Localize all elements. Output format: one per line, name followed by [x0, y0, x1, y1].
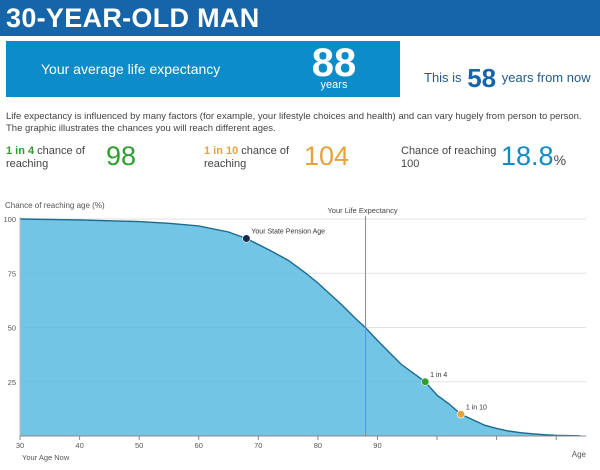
years-from-now: This is 58 years from now [424, 58, 591, 93]
stat-label-rest: chance of [34, 145, 85, 157]
x-tick-label: 50 [135, 441, 143, 450]
x-axis [19, 217, 586, 437]
chart-points: Your State Pension Age 1 in 4 1 in 10 [242, 229, 487, 419]
stat-value: 18.8% [501, 141, 566, 172]
stat-percent-value: 18.8 [501, 141, 554, 171]
stat-value: 98 [106, 141, 137, 171]
x-axis-title: Age [572, 450, 587, 459]
stat-label-line2: 100 [401, 158, 420, 170]
years-from-now-suffix: years from now [501, 70, 591, 85]
data-point-label: 1 in 4 [430, 372, 447, 379]
x-tick-label: 90 [373, 441, 381, 450]
life-expectancy-marker: Your Life Expectancy [327, 206, 398, 436]
y-tick-label: 100 [3, 215, 16, 224]
life-expectancy-label: Your average life expectancy [41, 61, 221, 77]
y-tick-label: 25 [8, 378, 16, 387]
stat-odds: 1 in 10 [204, 145, 239, 157]
axis-ticks: 25 50 75 100 30 40 50 60 70 80 90 [3, 215, 557, 450]
stat-value: 104 [304, 141, 350, 171]
x-tick-label: 70 [254, 441, 262, 450]
survival-area [20, 219, 580, 436]
data-point [456, 410, 465, 419]
stat-percent-unit: % [553, 152, 567, 168]
stat-label-line1: Chance of reaching [401, 145, 497, 157]
stat-label-line2: reaching [6, 158, 49, 170]
years-from-now-prefix: This is [424, 70, 462, 85]
data-point [421, 377, 430, 386]
survival-chart: Chance of reaching age (%) Your Life Exp… [3, 201, 587, 462]
x-tick-label: 80 [314, 441, 322, 450]
x-start-label: Your Age Now [22, 453, 70, 462]
stat-label: 1 in 4 chance of reaching [6, 145, 85, 171]
description-text: Life expectancy is influenced by many fa… [6, 111, 582, 134]
stat-label-rest: chance of [238, 145, 290, 157]
life-expectancy-label: Your Life Expectancy [327, 206, 397, 215]
page-title: 30-YEAR-OLD MAN [6, 3, 260, 33]
x-tick-label: 30 [16, 441, 24, 450]
life-expectancy-unit: years [320, 79, 348, 91]
years-from-now-value: 58 [467, 63, 497, 93]
life-expectancy-value: 88 [311, 41, 357, 85]
title-bar: 30-YEAR-OLD MAN [0, 0, 600, 36]
y-axis-title: Chance of reaching age (%) [5, 201, 105, 210]
data-point-label: Your State Pension Age [251, 229, 325, 236]
stat-label: Chance of reaching 100 [401, 145, 496, 171]
x-tick-label: 40 [75, 441, 83, 450]
stat-label-line2: reaching [204, 158, 247, 170]
life-expectancy-box: Your average life expectancy 88 years [6, 41, 400, 97]
data-point-label: 1 in 10 [466, 404, 487, 411]
data-point [242, 234, 251, 243]
stat-label: 1 in 10 chance of reaching [204, 145, 289, 171]
y-tick-label: 75 [8, 269, 16, 278]
x-tick-label: 60 [195, 441, 203, 450]
stat-odds: 1 in 4 [6, 145, 35, 157]
survival-curve [19, 218, 581, 437]
y-tick-label: 50 [8, 324, 16, 333]
